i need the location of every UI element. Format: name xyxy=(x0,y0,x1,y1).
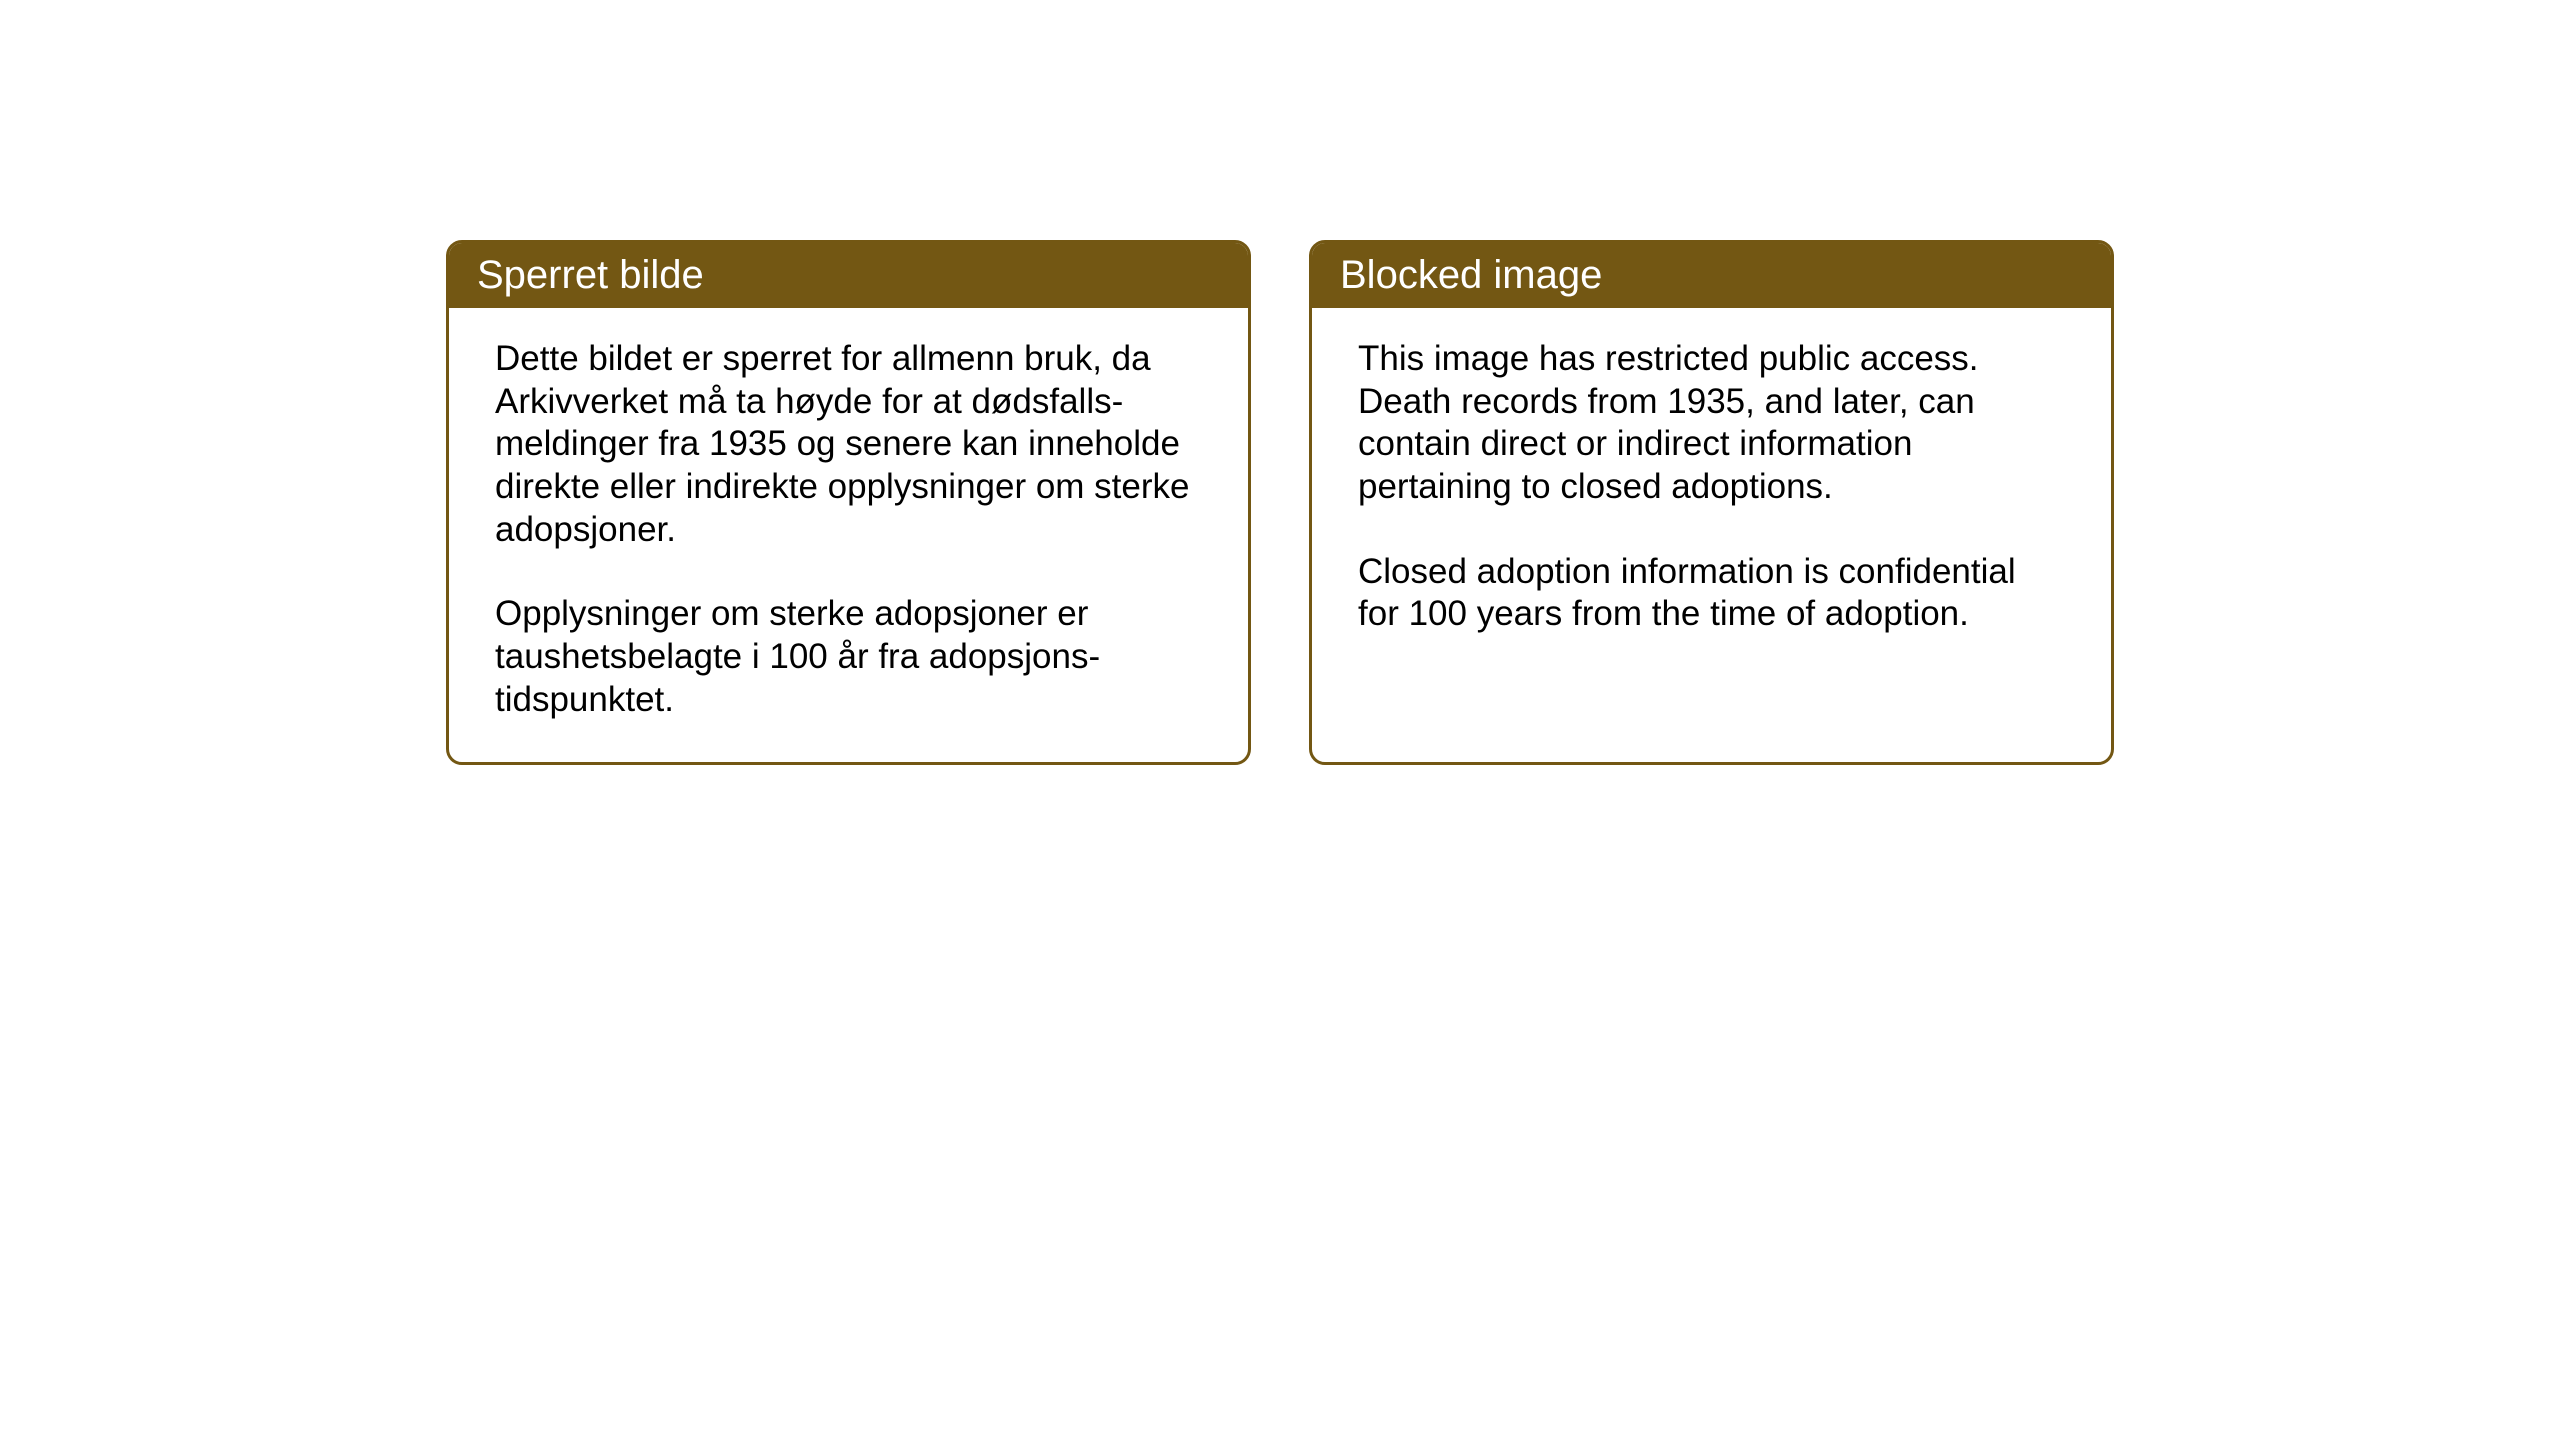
card-body-norwegian: Dette bildet er sperret for allmenn bruk… xyxy=(449,308,1248,762)
card-title: Blocked image xyxy=(1340,253,1602,297)
card-paragraph: Closed adoption information is confident… xyxy=(1358,551,2065,636)
card-body-english: This image has restricted public access.… xyxy=(1312,308,2111,676)
notice-card-norwegian: Sperret bilde Dette bildet er sperret fo… xyxy=(446,240,1251,765)
card-paragraph: Opplysninger om sterke adopsjoner er tau… xyxy=(495,593,1202,721)
notice-cards-container: Sperret bilde Dette bildet er sperret fo… xyxy=(446,240,2114,765)
card-paragraph: This image has restricted public access.… xyxy=(1358,338,2065,509)
card-header-english: Blocked image xyxy=(1312,243,2111,308)
card-title: Sperret bilde xyxy=(477,253,704,297)
notice-card-english: Blocked image This image has restricted … xyxy=(1309,240,2114,765)
card-header-norwegian: Sperret bilde xyxy=(449,243,1248,308)
card-paragraph: Dette bildet er sperret for allmenn bruk… xyxy=(495,338,1202,551)
